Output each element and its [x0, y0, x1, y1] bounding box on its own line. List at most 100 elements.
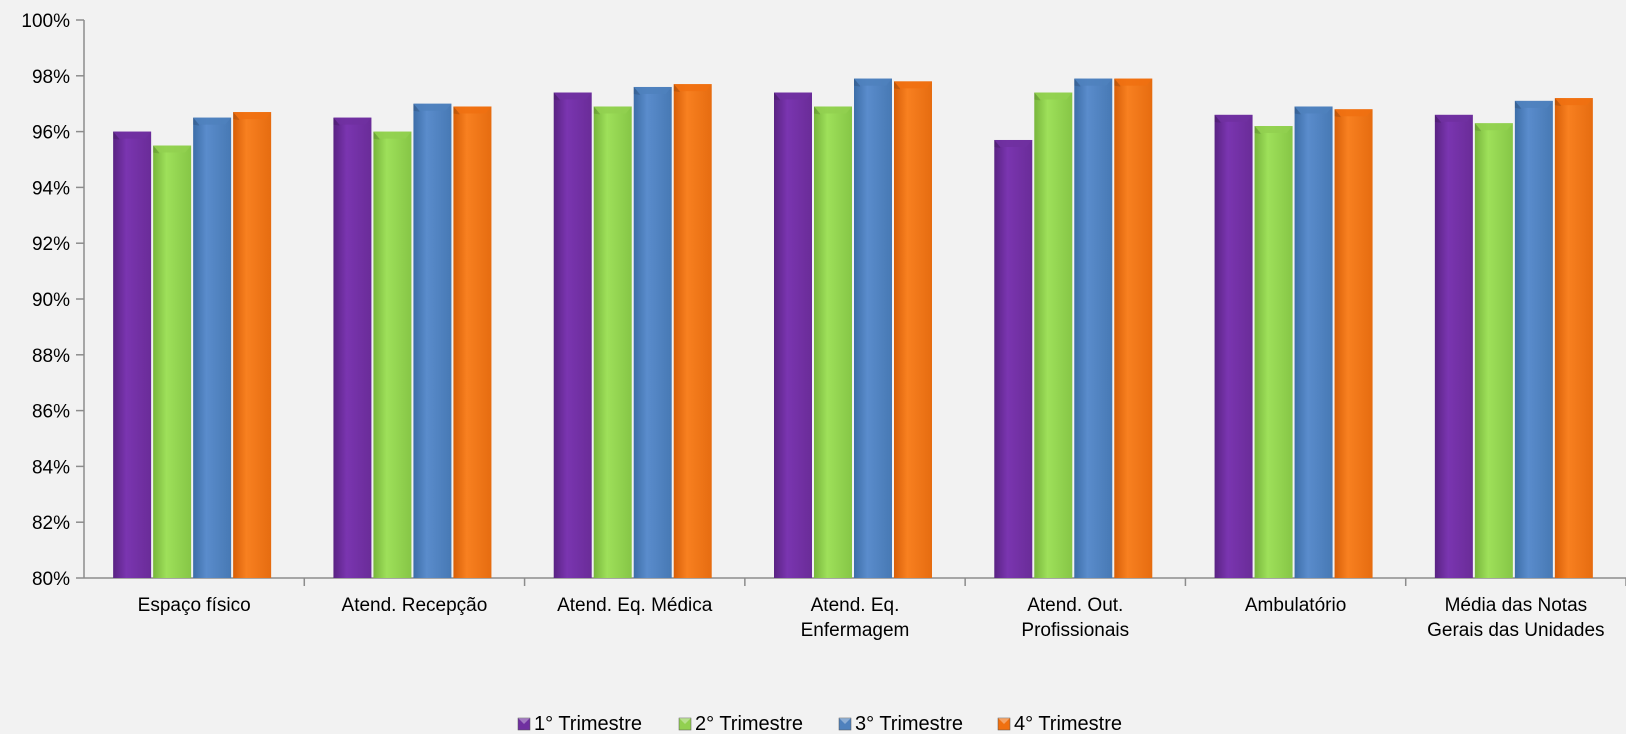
bar-body — [1034, 92, 1073, 578]
category-label: Média das Notas Gerais das Unidades — [1427, 595, 1604, 641]
bar-bevel — [1474, 123, 1481, 132]
bar-cap — [413, 103, 452, 111]
bar — [413, 103, 452, 578]
bar — [633, 86, 672, 579]
bar — [1474, 123, 1513, 578]
bar — [814, 106, 852, 579]
category-label: Atend. Eq. Enfermagem — [801, 595, 910, 641]
bar-bevel — [193, 117, 200, 126]
bar-bevel — [774, 92, 780, 101]
bar-cap — [814, 106, 852, 114]
bar-bevel — [373, 131, 380, 140]
bar-cap — [553, 92, 592, 100]
bar-cap — [373, 131, 412, 139]
bar-cap — [633, 86, 672, 94]
legend-label: 3° Trimestre — [855, 713, 963, 734]
bar — [1334, 109, 1373, 578]
bar-body — [994, 139, 1033, 578]
bar-cap — [774, 92, 812, 100]
legend-label: 2° Trimestre — [695, 713, 803, 734]
legend-swatch — [517, 717, 531, 731]
bar-body — [894, 81, 932, 578]
bar-cap — [894, 81, 932, 89]
bar — [894, 81, 932, 578]
bar-cap — [113, 131, 152, 139]
bar-bevel — [1214, 114, 1221, 123]
bar — [1214, 114, 1253, 579]
bar-bevel — [553, 92, 560, 101]
legend-swatch-bevel — [518, 718, 530, 724]
bar-cap — [1034, 92, 1073, 100]
bar-cap — [1554, 98, 1593, 106]
bar-body — [553, 92, 592, 578]
legend-swatch-bevel — [839, 718, 851, 724]
bar-body — [1254, 126, 1293, 579]
bar — [553, 92, 592, 578]
bar — [193, 117, 232, 579]
bar-bevel — [233, 112, 240, 121]
bar-bevel — [1554, 98, 1561, 107]
bar — [1114, 78, 1153, 578]
bar-body — [1334, 109, 1373, 578]
bar — [593, 106, 632, 579]
bar — [1514, 100, 1553, 578]
bar-cap — [1074, 78, 1113, 86]
bar-body — [1114, 78, 1153, 578]
y-tick-label: 100% — [21, 11, 70, 32]
bar-bevel — [453, 106, 460, 115]
bar-bevel — [1034, 92, 1041, 101]
bar-bevel — [814, 106, 820, 115]
bar-body — [153, 145, 192, 579]
bar-cap — [333, 117, 372, 125]
bar — [453, 106, 492, 579]
bar-cap — [1294, 106, 1333, 114]
bar-cap — [854, 78, 892, 86]
legend-swatch-bevel — [998, 718, 1010, 724]
category-label: Ambulatório — [1245, 595, 1346, 616]
bar — [333, 117, 372, 579]
bar-bevel — [994, 139, 1001, 148]
y-tick-label: 98% — [32, 67, 70, 88]
bar — [1434, 114, 1473, 579]
y-tick-label: 84% — [32, 457, 70, 478]
bar-body — [1434, 114, 1473, 579]
bar-body — [233, 112, 272, 578]
bar-cap — [1474, 123, 1513, 131]
category-label: Atend. Eq. Médica — [557, 595, 713, 616]
y-tick-label: 88% — [32, 346, 70, 367]
bar-body — [1474, 123, 1513, 578]
bar-cap — [1334, 109, 1373, 117]
y-tick-label: 86% — [32, 402, 70, 423]
bar-bevel — [333, 117, 340, 126]
y-tick-label: 80% — [32, 569, 70, 590]
y-tick-label: 90% — [32, 290, 70, 311]
legend-swatch — [678, 717, 692, 731]
bar — [1254, 126, 1293, 579]
bar-body — [633, 86, 672, 579]
bar-bevel — [593, 106, 600, 115]
bar — [1034, 92, 1073, 578]
bar-body — [774, 92, 812, 578]
bar-cap — [593, 106, 632, 114]
bar-body — [1214, 114, 1253, 579]
bar-bevel — [854, 78, 860, 87]
bar-cap — [1434, 114, 1473, 122]
category-label: Atend. Recepção — [342, 595, 488, 616]
bar-body — [854, 78, 892, 578]
bar-body — [673, 84, 712, 579]
legend-label: 1° Trimestre — [534, 713, 642, 734]
bar-bevel — [113, 131, 120, 140]
bar — [113, 131, 152, 578]
bar-bevel — [1514, 100, 1521, 109]
bar-body — [193, 117, 232, 579]
bar — [153, 145, 192, 579]
category-labels: Espaço físico Atend. Recepção Atend. Eq. M… — [138, 595, 1605, 641]
bar — [1294, 106, 1333, 579]
legend-label: 4° Trimestre — [1014, 713, 1122, 734]
bar-cap — [453, 106, 492, 114]
legend-swatch — [838, 717, 852, 731]
bar-body — [413, 103, 452, 578]
y-tick-label: 82% — [32, 513, 70, 534]
bar-cap — [1254, 126, 1293, 134]
